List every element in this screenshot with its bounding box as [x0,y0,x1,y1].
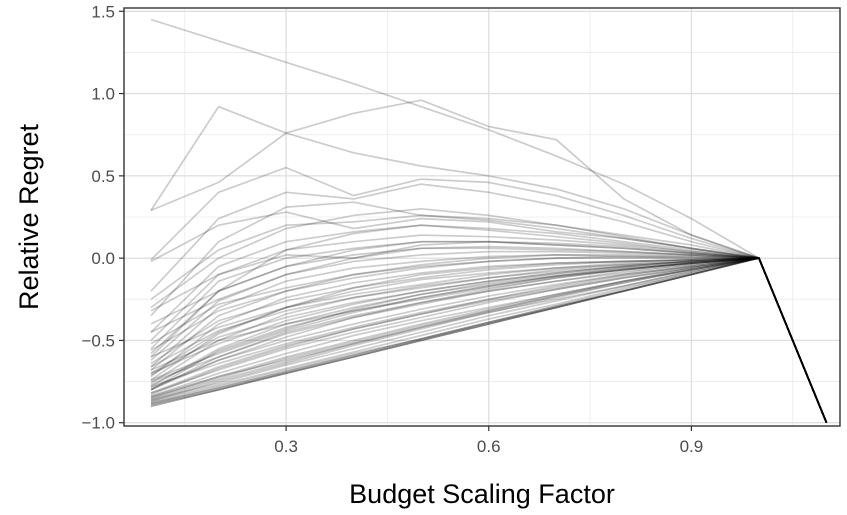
series-line [150,257,828,424]
y-tick-label: 0.0 [91,249,115,268]
series-line [150,254,828,424]
y-axis-title: Relative Regret [14,123,44,310]
series-line [150,224,828,424]
series-line [150,257,828,424]
series-line [150,257,828,424]
series-line [150,257,828,424]
series-line [150,255,828,424]
series-line [150,257,828,424]
series-line [150,257,828,424]
series-lines [150,18,828,424]
series-line [150,257,828,424]
series-line [150,257,828,424]
y-tick-label: 0.5 [91,167,115,186]
series-line [150,257,828,424]
series-line [150,257,828,424]
series-line [150,257,828,424]
series-line [150,207,828,424]
series-line [150,257,828,424]
series-line [150,132,828,424]
y-tick-label: 1.5 [91,2,115,21]
series-line [150,245,828,424]
series-line [150,257,828,424]
series-line [150,257,828,424]
series-line [150,214,828,424]
series-line [150,257,828,424]
series-line [150,224,828,424]
series-line [150,257,828,424]
series-line [150,183,828,424]
series-line [150,257,828,424]
x-axis-title: Budget Scaling Factor [349,479,615,509]
series-line [150,240,828,424]
series-line [150,99,828,424]
x-tick-label: 0.3 [274,437,298,456]
series-line [150,257,828,424]
y-axis: −1.0 −0.5 0.0 0.5 1.0 1.5 [81,2,124,433]
series-line [150,257,828,424]
series-line [150,257,828,424]
grid-lines [124,8,840,426]
series-line [150,257,828,424]
series-line [150,257,828,424]
series-line [150,257,828,424]
series-line [150,211,828,424]
series-line [150,257,828,424]
series-line [150,257,828,424]
series-line [150,257,828,424]
series-line [150,247,828,424]
series-line [150,257,828,424]
y-tick-label: 1.0 [91,85,115,104]
series-line [150,257,828,424]
x-tick-label: 0.9 [680,437,704,456]
series-line [150,166,828,424]
y-tick-label: −1.0 [81,414,115,433]
series-line [150,234,828,424]
plot-border [123,7,841,427]
x-tick-label: 0.6 [477,437,501,456]
series-line [150,240,828,424]
series-line [150,254,828,424]
series-line [150,250,828,424]
series-line [150,257,828,424]
series-line [150,257,828,424]
series-line [150,257,828,424]
series-line [150,18,828,424]
series-line [150,257,828,424]
series-line [150,240,828,424]
y-tick-label: −0.5 [81,331,115,350]
series-line [150,257,828,424]
series-line [150,257,828,424]
series-line [150,257,828,424]
series-line [150,257,828,424]
x-axis: 0.3 0.6 0.9 [274,426,703,456]
series-line [150,201,828,424]
series-line [150,257,828,424]
